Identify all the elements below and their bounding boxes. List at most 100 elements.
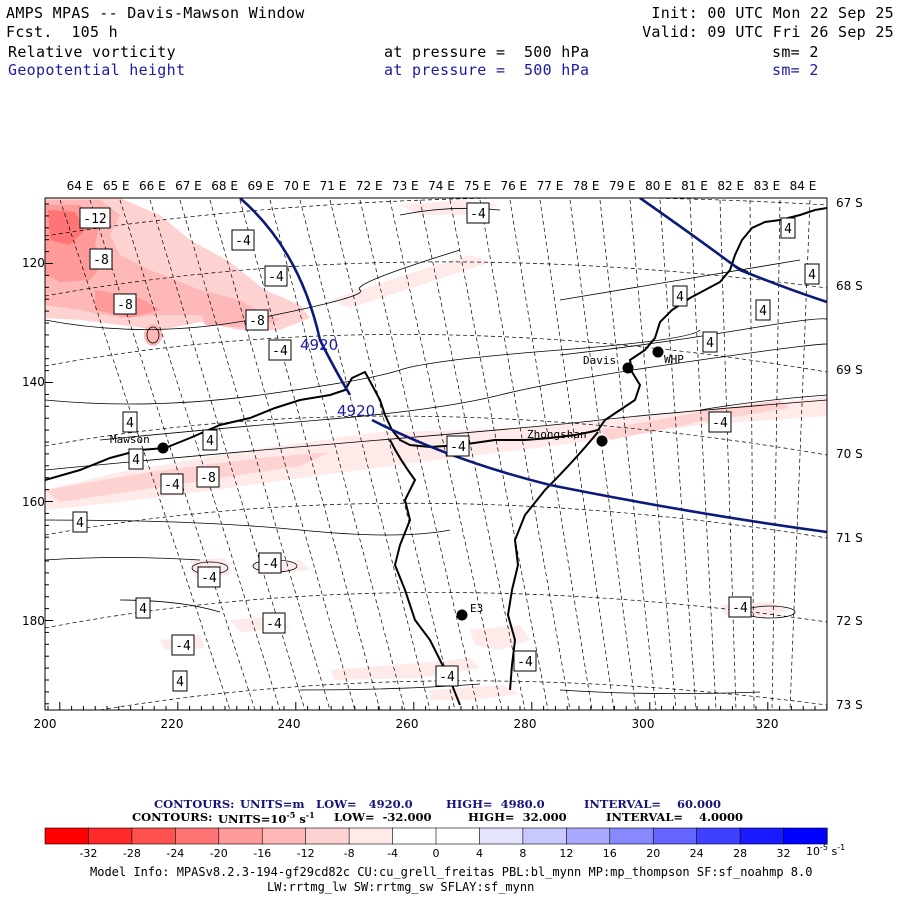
vort-label-box [122, 411, 138, 433]
left-axis-labels: 120 140 160 180 [22, 256, 45, 628]
colorbar-label: -12 [297, 847, 315, 860]
station-marker-mawson [157, 442, 169, 454]
vort-label-box [135, 597, 151, 619]
field2-smoothing: sm= 2 [772, 61, 819, 79]
longitude-label: 78 E [573, 179, 600, 193]
vort-high: HIGH= 32.000 [468, 810, 567, 824]
vort-label: 4 [132, 453, 140, 468]
lat-lon-grid [45, 198, 827, 710]
station-label-zhongshan: Zhongshan [527, 428, 587, 441]
field1-smoothing: sm= 2 [772, 43, 819, 61]
vort-label-box [780, 217, 796, 239]
top-longitude-labels: 64 E 65 E 66 E 67 E 68 E 69 E 70 E 71 E 72 E 73 E… [67, 179, 817, 193]
valid-time: Valid: 09 UTC Fri 26 Sep 25 [642, 23, 894, 41]
vorticity-labels: -12 -8 -8 -8 -4 -4 -4 -4 -4 -4 -4 -4 -4 -4 -4 -4 -4 -8 4 4 4… [72, 202, 820, 692]
model-info-line2: LW:rrtmg_lw SW:rrtmg_sw SFLAY:sf_mynn [267, 880, 535, 894]
station-label-e3: E3 [470, 602, 483, 615]
station-label-mawson: Mawson [110, 433, 150, 446]
vort-label: 4 [706, 336, 714, 351]
vort-label: 4 [139, 602, 147, 617]
vort-label-box [755, 299, 771, 321]
vort-label: -4 [266, 617, 282, 632]
colorbar-label: -32 [79, 847, 97, 860]
bottom-tick-label: 320 [756, 717, 779, 731]
vort-label: 4 [76, 516, 84, 531]
vort-label-box [268, 339, 292, 361]
colorbar-units-exp2: -1 [837, 843, 845, 852]
colorbar-bin [305, 827, 350, 845]
station-label-whp: WHP [664, 353, 684, 366]
vort-label-box [513, 650, 537, 672]
vort-label: -4 [272, 344, 288, 359]
colorbar-units-exp: -5 [820, 843, 828, 852]
colorbar-label: -24 [166, 847, 184, 860]
vort-label: -8 [249, 314, 265, 329]
vort-label-box [171, 634, 195, 656]
latitude-label: 67 S [836, 196, 863, 210]
longitude-label: 73 E [392, 179, 419, 193]
vort-label-box [672, 285, 688, 307]
vort-label: -12 [83, 212, 106, 227]
height-contours-label: CONTOURS: [154, 797, 235, 811]
vort-label: -4 [712, 416, 728, 431]
colorbar-label: 32 [777, 847, 791, 860]
vort-label-box [172, 670, 188, 692]
colorbar-label: 28 [733, 847, 747, 860]
vort-units-exp2: -1 [305, 810, 315, 820]
vort-label: -4 [201, 571, 217, 586]
vort-units-exp: -5 [286, 810, 296, 820]
colorbar-bin [261, 827, 307, 845]
bottom-tick-label: 280 [514, 717, 537, 731]
longitude-label: 68 E [211, 179, 238, 193]
height-contour-central [371, 418, 827, 534]
height-high: HIGH= 4980.0 [446, 797, 545, 811]
colorbar-label: -4 [387, 847, 398, 860]
colorbar-bin [348, 827, 394, 845]
colorbar-label: -28 [123, 847, 141, 860]
colorbar-bin [566, 827, 611, 845]
vorticity-contours [45, 207, 827, 694]
vort-label-box [466, 202, 490, 224]
vort-label: -4 [268, 270, 284, 285]
colorbar-bin [131, 827, 176, 845]
height-label: 4920 [337, 402, 375, 420]
vort-label-box [72, 511, 88, 533]
vort-label-box [89, 248, 113, 270]
vort-label-box [113, 293, 137, 315]
longitude-label: 74 E [428, 179, 455, 193]
colorbar-label: 16 [603, 847, 617, 860]
longitude-label: 64 E [67, 179, 94, 193]
colorbar-bin [783, 827, 828, 845]
vort-label: 4 [206, 434, 214, 449]
field1-name: Relative vorticity [8, 43, 176, 61]
vort-label-box [262, 612, 286, 634]
latitude-label: 70 S [836, 447, 863, 461]
bottom-tick-label: 240 [278, 717, 301, 731]
vort-label-box [79, 207, 111, 229]
plot-title: AMPS MPAS -- Davis-Mawson Window [6, 4, 305, 22]
vort-label: 4 [784, 222, 792, 237]
axis-ticks [45, 203, 828, 710]
station-marker-zhongshan [596, 435, 608, 447]
colorbar-label: 12 [559, 847, 573, 860]
vort-label-box [245, 309, 269, 331]
left-tick-label: 160 [22, 495, 45, 509]
colorbar-bin [609, 827, 654, 845]
colorbar-units-base: 10 [806, 845, 820, 858]
colorbar-bin [479, 827, 524, 845]
vort-label-box [702, 331, 718, 353]
height-contour-west [239, 198, 352, 396]
longitude-label: 71 E [320, 179, 347, 193]
vort-label-box [231, 229, 255, 251]
bottom-tick-label: 300 [632, 717, 655, 731]
height-low: LOW= 4920.0 [316, 797, 413, 811]
colorbar-bin [44, 827, 90, 845]
vort-label: 4 [808, 268, 816, 283]
longitude-label: 84 E [790, 179, 817, 193]
vort-label: -4 [439, 670, 455, 685]
longitude-label: 82 E [717, 179, 744, 193]
map-content: Davis WHP Mawson Zhongshan E3 4920 4920 … [45, 198, 827, 710]
latitude-label: 71 S [836, 531, 863, 545]
colorbar-label: -20 [210, 847, 228, 860]
